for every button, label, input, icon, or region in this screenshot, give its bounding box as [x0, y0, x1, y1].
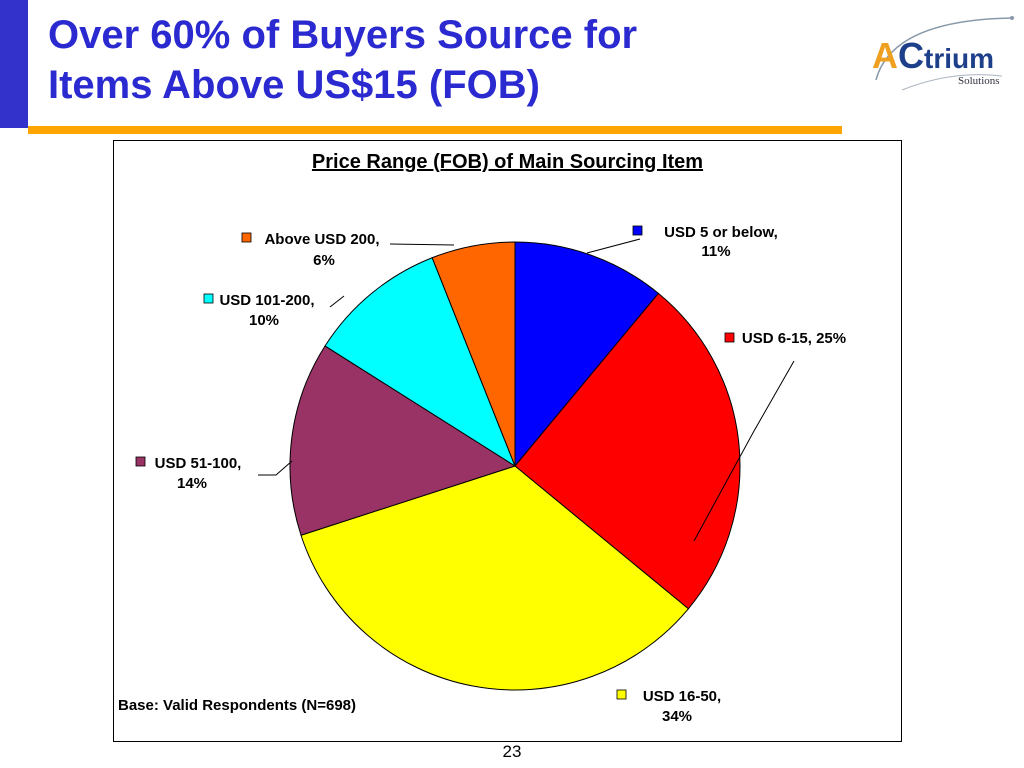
- actrium-logo: A C trium Solutions: [872, 16, 1014, 91]
- pie-label-key: [135, 456, 146, 467]
- pie-leader-line: [329, 295, 345, 308]
- pie-label: Above USD 200,: [264, 231, 379, 248]
- pie-label: USD 6-15, 25%: [742, 330, 846, 347]
- slide-title-line-1: Over 60% of Buyers Source for: [48, 13, 638, 57]
- pie-label: USD 16-50,: [643, 688, 721, 705]
- pie-chart: USD 5 or below, 11% USD 6-15, 25% USD 16-50…: [135, 224, 846, 725]
- pie-label: USD 51-100,: [155, 455, 242, 472]
- pie-slice: [300, 465, 690, 691]
- pie-label-percent: 14%: [177, 475, 207, 492]
- title-underline-rule: [28, 126, 842, 134]
- logo-letter-a: A: [872, 35, 898, 76]
- pie-label-percent: 11%: [701, 243, 730, 260]
- pie-label: USD 101-200,: [219, 292, 314, 309]
- logo-swoosh-arc: [875, 17, 1013, 81]
- chart-title: Price Range (FOB) of Main Sourcing Item: [311, 151, 704, 173]
- pie-labels: USD 5 or below, 11% USD 6-15, 25% USD 16-50…: [135, 224, 846, 725]
- pie-label-percent: 10%: [249, 312, 279, 329]
- pie-slice: [289, 345, 517, 536]
- pie-label-key: [203, 293, 214, 304]
- pie-leader-line: [389, 243, 455, 246]
- chart-frame: Price Range (FOB) of Main Sourcing Item …: [113, 140, 902, 742]
- pie-slice: [431, 241, 516, 467]
- slide-title-line-2: Items Above US$15 (FOB): [48, 63, 540, 107]
- pie-label-percent: 34%: [662, 708, 692, 725]
- slide-title: Over 60% of Buyers Source for Items Abov…: [48, 10, 637, 110]
- pie-slice: [324, 257, 517, 468]
- pie-leader-line: [693, 360, 795, 542]
- pie-slice: [514, 292, 741, 610]
- logo-word-solutions: Solutions: [958, 75, 1000, 87]
- page-number: 23: [502, 742, 522, 761]
- pie-label: USD 5 or below,: [664, 224, 778, 241]
- pie-label-percent: 6%: [313, 252, 335, 269]
- pie-label-key: [632, 225, 643, 236]
- pie-label-key: [241, 232, 252, 243]
- pie-label-key: [616, 689, 627, 700]
- logo-word-trium: trium: [924, 43, 994, 74]
- base-note: Base: Valid Respondents (N=698): [118, 697, 356, 714]
- pie-leader-line: [586, 238, 641, 254]
- pie-leader-line: [258, 460, 293, 476]
- logo-dot: [1010, 16, 1014, 20]
- pie-slices: [289, 241, 741, 691]
- left-accent-bar: [0, 0, 28, 128]
- logo-letter-c: C: [898, 35, 924, 76]
- pie-label-key: [724, 332, 735, 343]
- logo-swoosh-lower: [901, 74, 1003, 91]
- pie-leader-lines: [258, 238, 795, 542]
- pie-slice: [514, 241, 660, 468]
